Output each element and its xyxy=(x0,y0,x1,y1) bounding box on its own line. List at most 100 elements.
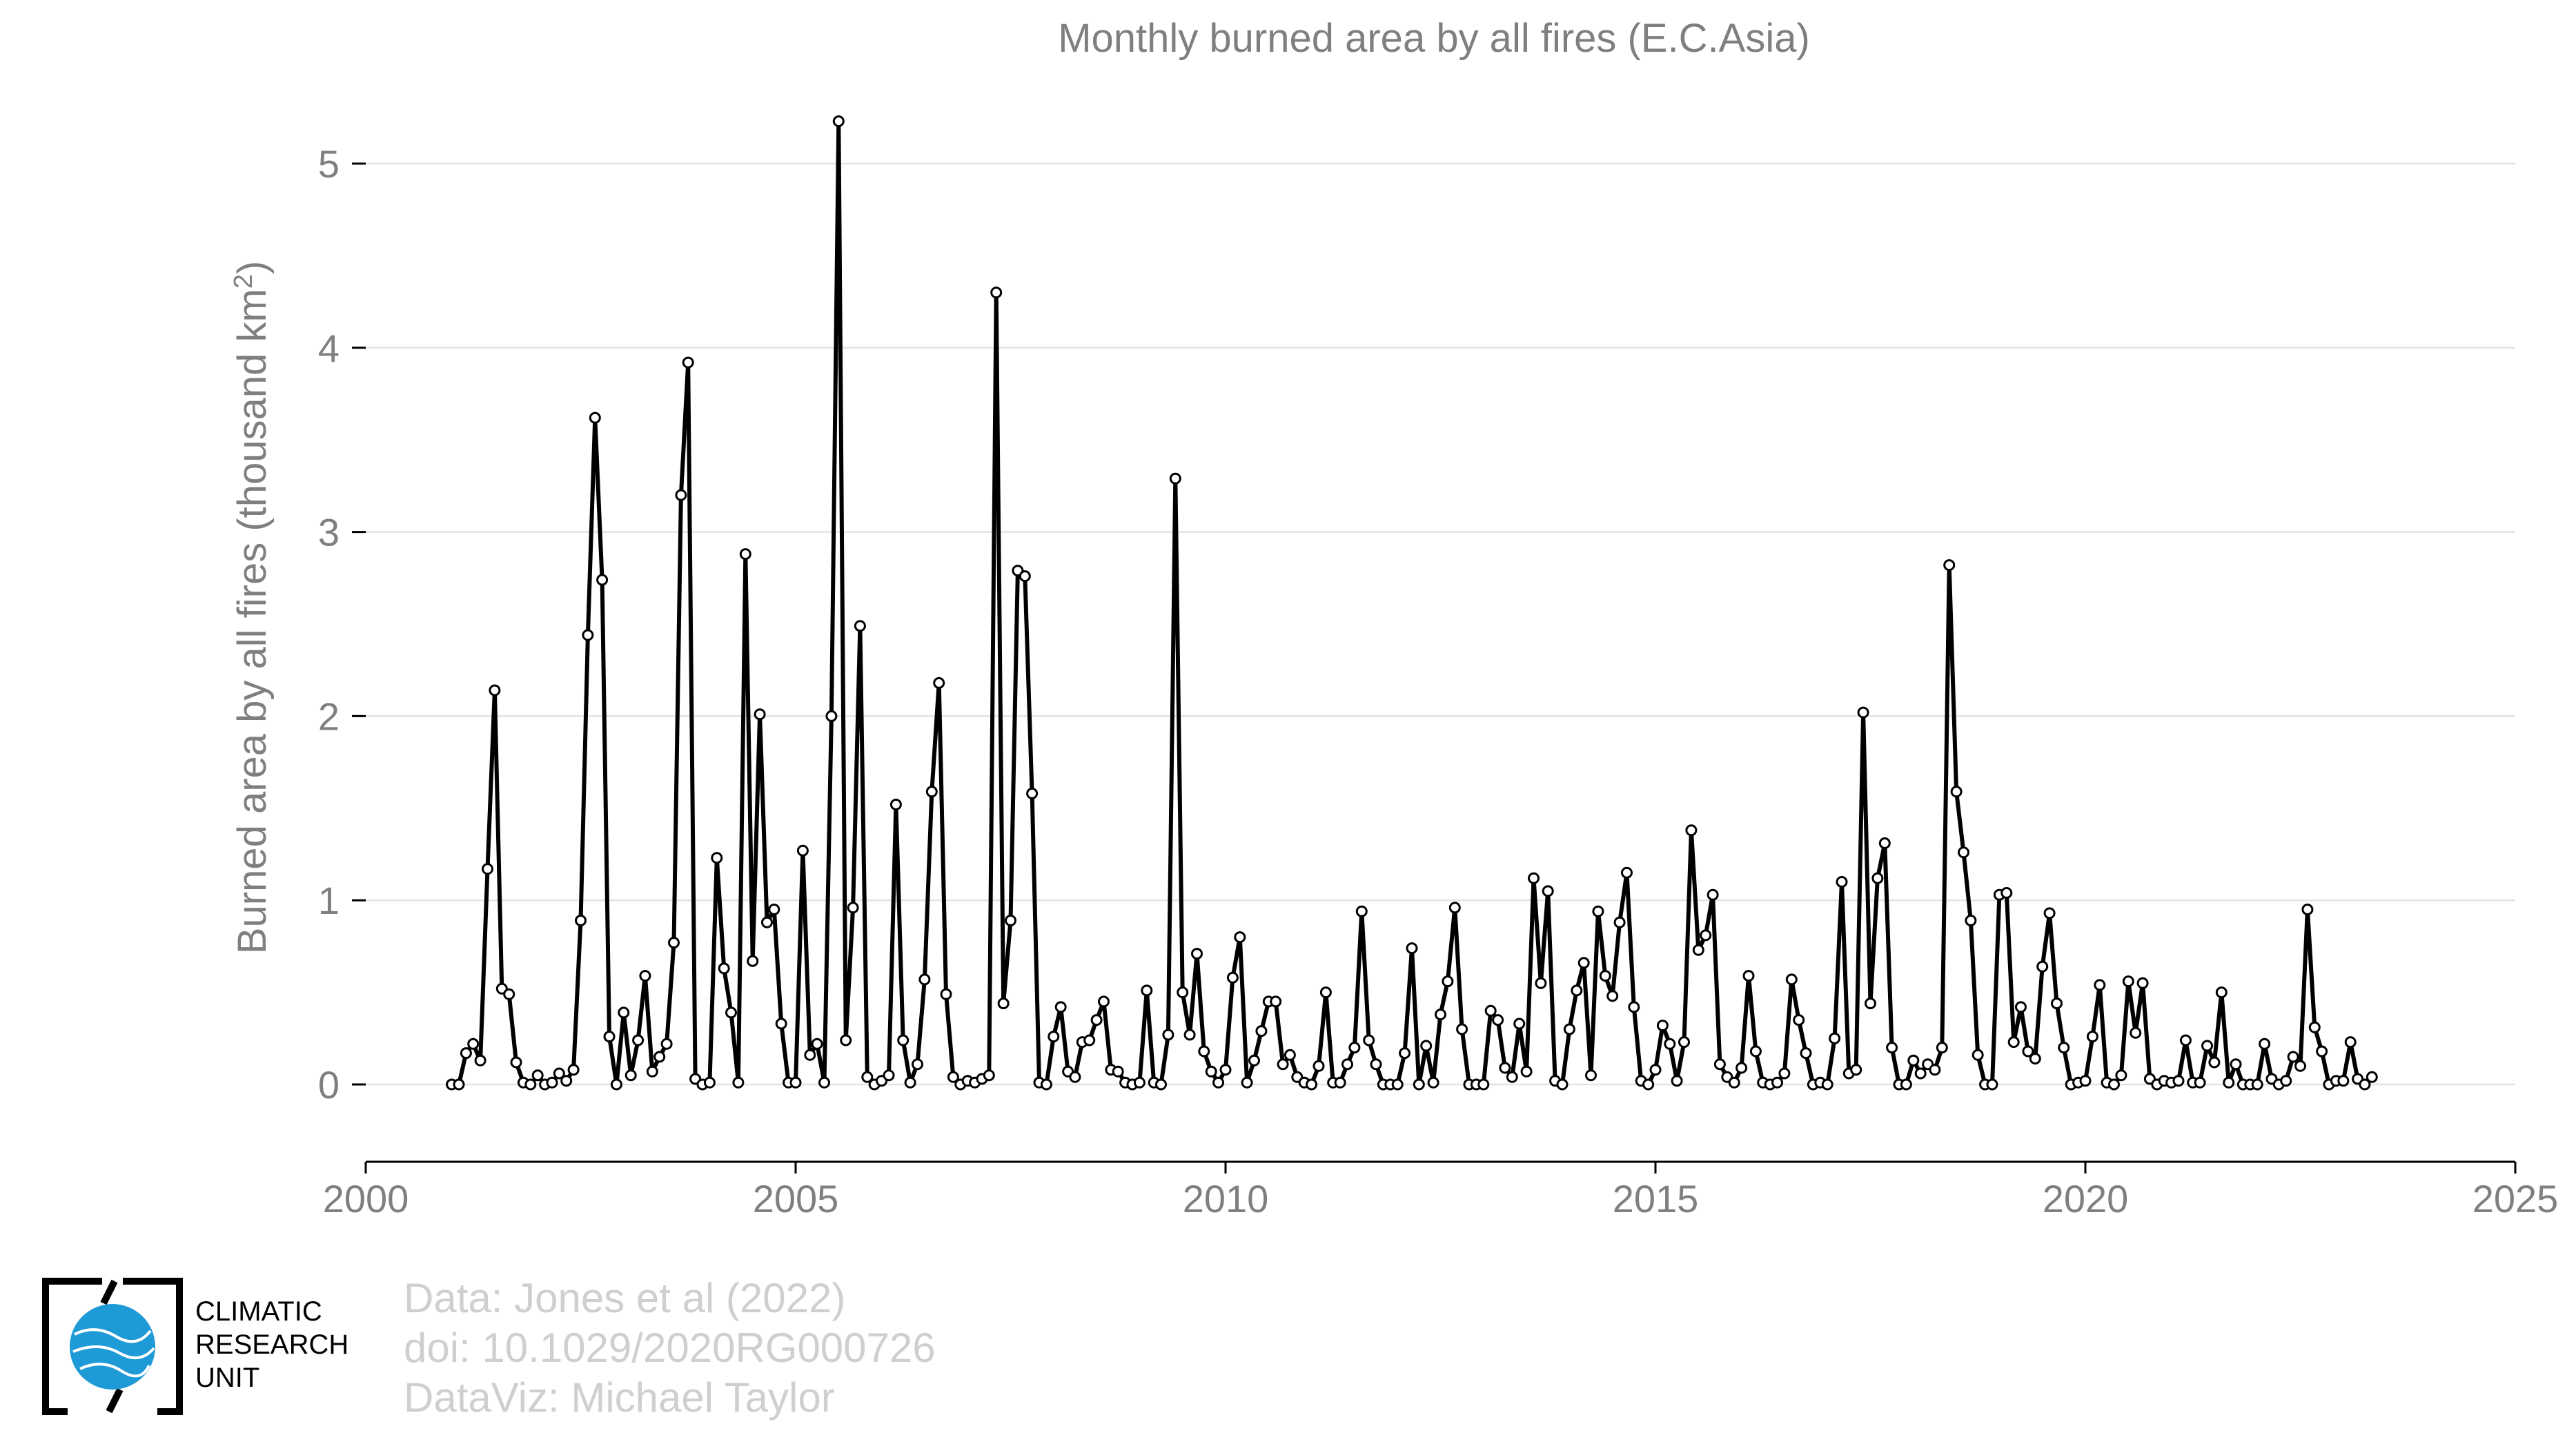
data-point-48 xyxy=(789,1076,802,1089)
data-point-16 xyxy=(560,1075,573,1087)
data-point-146 xyxy=(1492,1014,1504,1026)
data-point-141 xyxy=(1456,1023,1468,1035)
data-point-89 xyxy=(1083,1034,1096,1046)
data-point-24 xyxy=(618,1006,630,1019)
data-point-33 xyxy=(682,356,694,369)
data-point-252 xyxy=(2251,1078,2263,1091)
series-line-0 xyxy=(451,119,2374,1087)
data-point-186 xyxy=(1778,1067,1791,1080)
x-tick-label-2020: 2020 xyxy=(2043,1177,2129,1220)
data-point-77 xyxy=(997,997,1010,1010)
data-point-31 xyxy=(668,937,680,949)
data-point-220 xyxy=(2022,1045,2034,1058)
data-point-159 xyxy=(1585,1069,1597,1082)
logo-text: CLIMATIC RESEARCH UNIT xyxy=(195,1295,348,1394)
data-point-18 xyxy=(575,915,587,926)
data-point-97 xyxy=(1141,984,1153,997)
y-axis-ticks: 0 1 2 3 4 5 xyxy=(318,142,366,1107)
data-point-153 xyxy=(1542,885,1554,897)
data-point-221 xyxy=(2029,1053,2041,1065)
data-point-235 xyxy=(2130,1026,2142,1039)
cru-logo xyxy=(40,1276,185,1417)
data-point-22 xyxy=(603,1031,616,1043)
data-point-245 xyxy=(2201,1040,2213,1052)
data-point-152 xyxy=(1535,977,1547,989)
data-point-40 xyxy=(732,1076,745,1089)
data-point-201 xyxy=(1886,1042,1898,1054)
y-tick-label-4: 4 xyxy=(318,327,340,370)
data-point-99 xyxy=(1155,1078,1167,1091)
data-point-120 xyxy=(1306,1078,1318,1091)
data-point-194 xyxy=(1836,876,1848,888)
data-point-23 xyxy=(610,1078,622,1091)
data-point-37 xyxy=(711,852,723,864)
data-point-124 xyxy=(1334,1076,1346,1089)
data-point-168 xyxy=(1649,1064,1662,1076)
x-tick-label-2015: 2015 xyxy=(1613,1177,1699,1220)
data-point-70 xyxy=(947,1071,959,1083)
data-point-249 xyxy=(2230,1058,2242,1071)
data-point-81 xyxy=(1026,788,1039,799)
data-point-135 xyxy=(1413,1078,1425,1091)
data-point-64 xyxy=(904,1076,916,1089)
data-point-85 xyxy=(1054,1001,1067,1013)
data-point-108 xyxy=(1219,1064,1232,1076)
data-point-4 xyxy=(474,1054,486,1067)
data-point-20 xyxy=(589,411,601,424)
data-point-67 xyxy=(925,786,938,798)
data-point-101 xyxy=(1169,472,1181,485)
data-point-155 xyxy=(1556,1078,1569,1091)
data-point-217 xyxy=(2000,887,2013,899)
data-point-167 xyxy=(1642,1078,1655,1091)
data-point-213 xyxy=(1972,1049,1984,1061)
data-point-138 xyxy=(1435,1009,1446,1021)
data-point-165 xyxy=(1628,1001,1640,1013)
data-point-198 xyxy=(1865,997,1876,1010)
data-point-175 xyxy=(1700,929,1712,942)
data-point-163 xyxy=(1613,916,1626,928)
data-point-187 xyxy=(1785,973,1798,986)
data-point-182 xyxy=(1749,1045,1762,1058)
data-point-110 xyxy=(1234,931,1246,944)
data-point-218 xyxy=(2007,1036,2020,1049)
data-point-76 xyxy=(990,286,1003,299)
data-point-113 xyxy=(1255,1025,1268,1038)
data-point-90 xyxy=(1090,1014,1103,1026)
data-point-83 xyxy=(1040,1078,1052,1091)
data-point-253 xyxy=(2259,1038,2271,1050)
data-point-139 xyxy=(1442,975,1454,988)
data-point-200 xyxy=(1878,837,1891,849)
data-point-257 xyxy=(2287,1051,2299,1063)
data-point-21 xyxy=(596,574,609,586)
data-point-65 xyxy=(912,1058,923,1071)
data-point-109 xyxy=(1226,971,1239,984)
data-point-236 xyxy=(2136,977,2149,989)
data-point-158 xyxy=(1577,957,1590,969)
data-point-68 xyxy=(933,676,945,689)
data-point-192 xyxy=(1821,1078,1833,1091)
data-point-32 xyxy=(675,489,687,501)
data-point-126 xyxy=(1348,1042,1361,1054)
data-point-44 xyxy=(761,916,773,928)
data-point-91 xyxy=(1098,995,1110,1008)
data-point-42 xyxy=(747,955,759,967)
data-point-244 xyxy=(2194,1076,2206,1089)
data-point-51 xyxy=(811,1038,823,1050)
data-point-210 xyxy=(1950,786,1963,798)
data-point-105 xyxy=(1198,1045,1210,1058)
data-point-9 xyxy=(510,1056,522,1069)
data-point-115 xyxy=(1270,995,1282,1008)
data-point-102 xyxy=(1177,986,1189,999)
data-point-196 xyxy=(1850,1064,1862,1076)
data-point-225 xyxy=(2058,1042,2070,1054)
data-point-248 xyxy=(2223,1076,2235,1089)
data-point-136 xyxy=(1420,1040,1433,1052)
data-point-230 xyxy=(2094,979,2106,991)
globe-icon xyxy=(70,1304,155,1390)
data-point-6 xyxy=(489,684,501,697)
data-point-241 xyxy=(2172,1075,2185,1087)
data-point-137 xyxy=(1427,1076,1439,1089)
data-point-93 xyxy=(1112,1065,1124,1078)
x-tick-label-2000: 2000 xyxy=(323,1177,409,1220)
data-point-39 xyxy=(725,1006,737,1019)
